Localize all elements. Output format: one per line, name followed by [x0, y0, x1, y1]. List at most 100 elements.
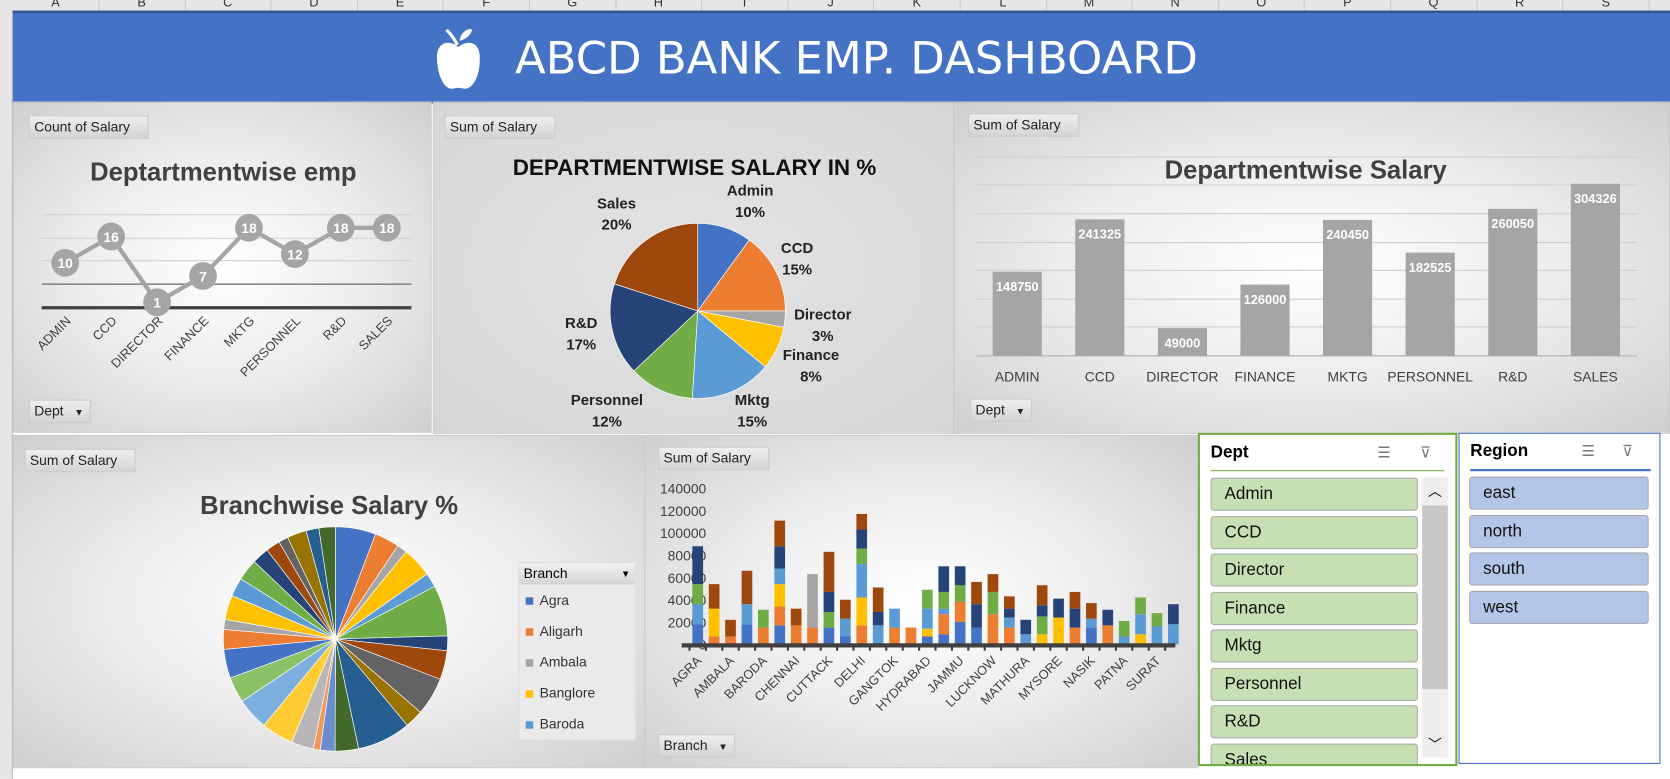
legend-item[interactable]: Agra	[519, 584, 634, 615]
slicer-title: Region	[1470, 442, 1529, 461]
x-tick-label: ADMIN	[34, 313, 74, 353]
bar	[1075, 219, 1125, 356]
slicer-item-east[interactable]: east	[1469, 476, 1649, 510]
bar-segment-admin	[840, 636, 851, 645]
bar-segment-rnd	[954, 566, 966, 586]
column-header[interactable]: Q	[1391, 0, 1478, 11]
pie-data-label: Admin 10%	[707, 180, 792, 223]
clear-filter-icon[interactable]: ⊽	[1420, 443, 1431, 461]
slicer-scrollbar[interactable]: ︿ ﹀	[1422, 477, 1448, 758]
slice-percent: 8%	[800, 367, 822, 385]
branch-legend-filter[interactable]: Branch ▼	[519, 563, 635, 585]
branch-salary-chart[interactable]: Sum of Salary 02000040000600008000010000…	[644, 434, 1198, 769]
column-header[interactable]: J	[788, 0, 875, 11]
slice-name: Director	[794, 305, 852, 323]
slice-percent: 15%	[737, 412, 768, 430]
column-header[interactable]: L	[960, 0, 1047, 11]
slicer-item-finance[interactable]: Finance	[1210, 591, 1418, 625]
region-slicer: Region ☰ ⊽ east north south west	[1458, 432, 1661, 764]
data-label: 7	[199, 268, 207, 284]
branch-pie-plot	[222, 526, 449, 752]
sum-of-salary-field-button[interactable]: Sum of Salary	[444, 115, 556, 139]
column-header[interactable]: H	[616, 0, 703, 11]
dept-emp-chart[interactable]: Count of Salary Deptartmentwise emp 10 AD…	[12, 101, 432, 433]
dropdown-arrow-icon: ▼	[620, 568, 631, 580]
dept-salary-chart[interactable]: Sum of Salary Departmentwise Salary 1487…	[954, 101, 1670, 434]
column-header[interactable]: S	[1563, 0, 1650, 11]
x-tick-label: FINANCE	[161, 313, 211, 363]
column-header[interactable]: P	[1305, 0, 1392, 11]
bar-segment-admin	[692, 624, 704, 645]
branch-filter-button[interactable]: Branch ▼	[658, 734, 736, 758]
legend-label: Baroda	[539, 715, 585, 732]
legend-item[interactable]: Aligarh	[519, 615, 634, 646]
data-label: 126000	[1244, 292, 1287, 307]
count-of-salary-field-button[interactable]: Count of Salary	[28, 115, 149, 139]
branch-pct-chart[interactable]: Sum of Salary Branchwise Salary % Branch…	[12, 434, 646, 769]
bar-segment-ccd	[708, 636, 720, 645]
dept-filter-button[interactable]: Dept ▼	[970, 398, 1033, 423]
column-header[interactable]: C	[185, 0, 272, 11]
legend-swatch	[525, 628, 534, 636]
sum-of-salary-field-button[interactable]: Sum of Salary	[968, 113, 1079, 137]
sum-of-salary-field-button[interactable]: Sum of Salary	[24, 448, 136, 473]
column-header[interactable]: K	[874, 0, 961, 11]
chart-title: Departmentwise Salary	[1164, 156, 1447, 185]
bar-segment-mktg	[1151, 626, 1163, 645]
data-point	[235, 213, 263, 242]
column-header[interactable]: F	[443, 0, 530, 11]
pie-chart-plot	[609, 222, 786, 399]
multi-select-icon[interactable]: ☰	[1581, 442, 1595, 460]
column-header[interactable]: I	[702, 0, 789, 11]
column-header[interactable]: N	[1132, 0, 1219, 11]
bar-chart-plot: 148750 ADMIN 241325 CCD 49000 DIRECTOR 126000 F…	[976, 156, 1637, 384]
legend-label: Ambala	[539, 653, 587, 670]
bar-segment-rnd	[1168, 604, 1179, 625]
clear-filter-icon[interactable]: ⊽	[1621, 442, 1633, 460]
multi-select-icon[interactable]: ☰	[1377, 443, 1391, 461]
data-label: 16	[103, 229, 119, 245]
bar-segment-personnel	[987, 591, 999, 615]
sum-of-salary-field-button[interactable]: Sum of Salary	[658, 446, 769, 471]
slicer-item-south[interactable]: south	[1469, 552, 1649, 586]
data-point	[281, 240, 309, 268]
column-header[interactable]: D	[271, 0, 358, 11]
slicer-item-sales[interactable]: Sales	[1210, 743, 1418, 764]
legend-item[interactable]: Ambala	[519, 646, 634, 677]
bar-segment-rnd	[938, 566, 950, 592]
slicer-item-north[interactable]: north	[1469, 514, 1649, 548]
dept-filter-button[interactable]: Dept ▼	[28, 399, 92, 424]
slicer-item-ccd[interactable]: CCD	[1210, 515, 1418, 549]
bar-segment-admin	[954, 622, 966, 645]
legend-item[interactable]: Banglore	[519, 677, 634, 708]
x-tick-label: ADMIN	[995, 368, 1040, 384]
column-header[interactable]: A	[13, 0, 100, 11]
bar-segment-finance	[856, 597, 868, 626]
dept-salary-pct-chart[interactable]: Sum of Salary DEPARTMENTWISE SALARY IN %…	[432, 101, 955, 434]
slicer-item-rnd[interactable]: R&D	[1210, 705, 1418, 739]
scroll-down-icon[interactable]: ﹀	[1428, 736, 1442, 753]
legend-item[interactable]: Baroda	[519, 708, 634, 739]
bar-segment-sales	[1086, 603, 1097, 619]
column-header[interactable]: R	[1477, 0, 1564, 11]
bar-segment-personnel	[856, 548, 868, 565]
slicer-item-personnel[interactable]: Personnel	[1210, 667, 1418, 701]
column-header[interactable]: G	[530, 0, 617, 11]
slicer-item-mktg[interactable]: Mktg	[1210, 629, 1418, 663]
slicer-item-west[interactable]: west	[1469, 590, 1649, 624]
column-header[interactable]: E	[357, 0, 444, 11]
column-header[interactable]: O	[1219, 0, 1306, 11]
bar-segment-mktg	[1020, 634, 1032, 645]
bar-segment-finance	[1135, 634, 1146, 645]
pie-data-label: Mktg 15%	[709, 389, 794, 432]
scrollbar-thumb[interactable]	[1422, 505, 1448, 690]
slicer-item-admin[interactable]: Admin	[1210, 477, 1418, 511]
column-header[interactable]: B	[99, 0, 186, 11]
slice-name: Mktg	[734, 391, 770, 409]
bar-segment-sales	[708, 584, 720, 609]
bar	[1488, 208, 1538, 356]
column-header[interactable]: M	[1046, 0, 1133, 11]
slicer-item-director[interactable]: Director	[1210, 553, 1418, 587]
scroll-up-icon[interactable]: ︿	[1428, 482, 1442, 499]
bar-segment-finance	[708, 608, 720, 637]
